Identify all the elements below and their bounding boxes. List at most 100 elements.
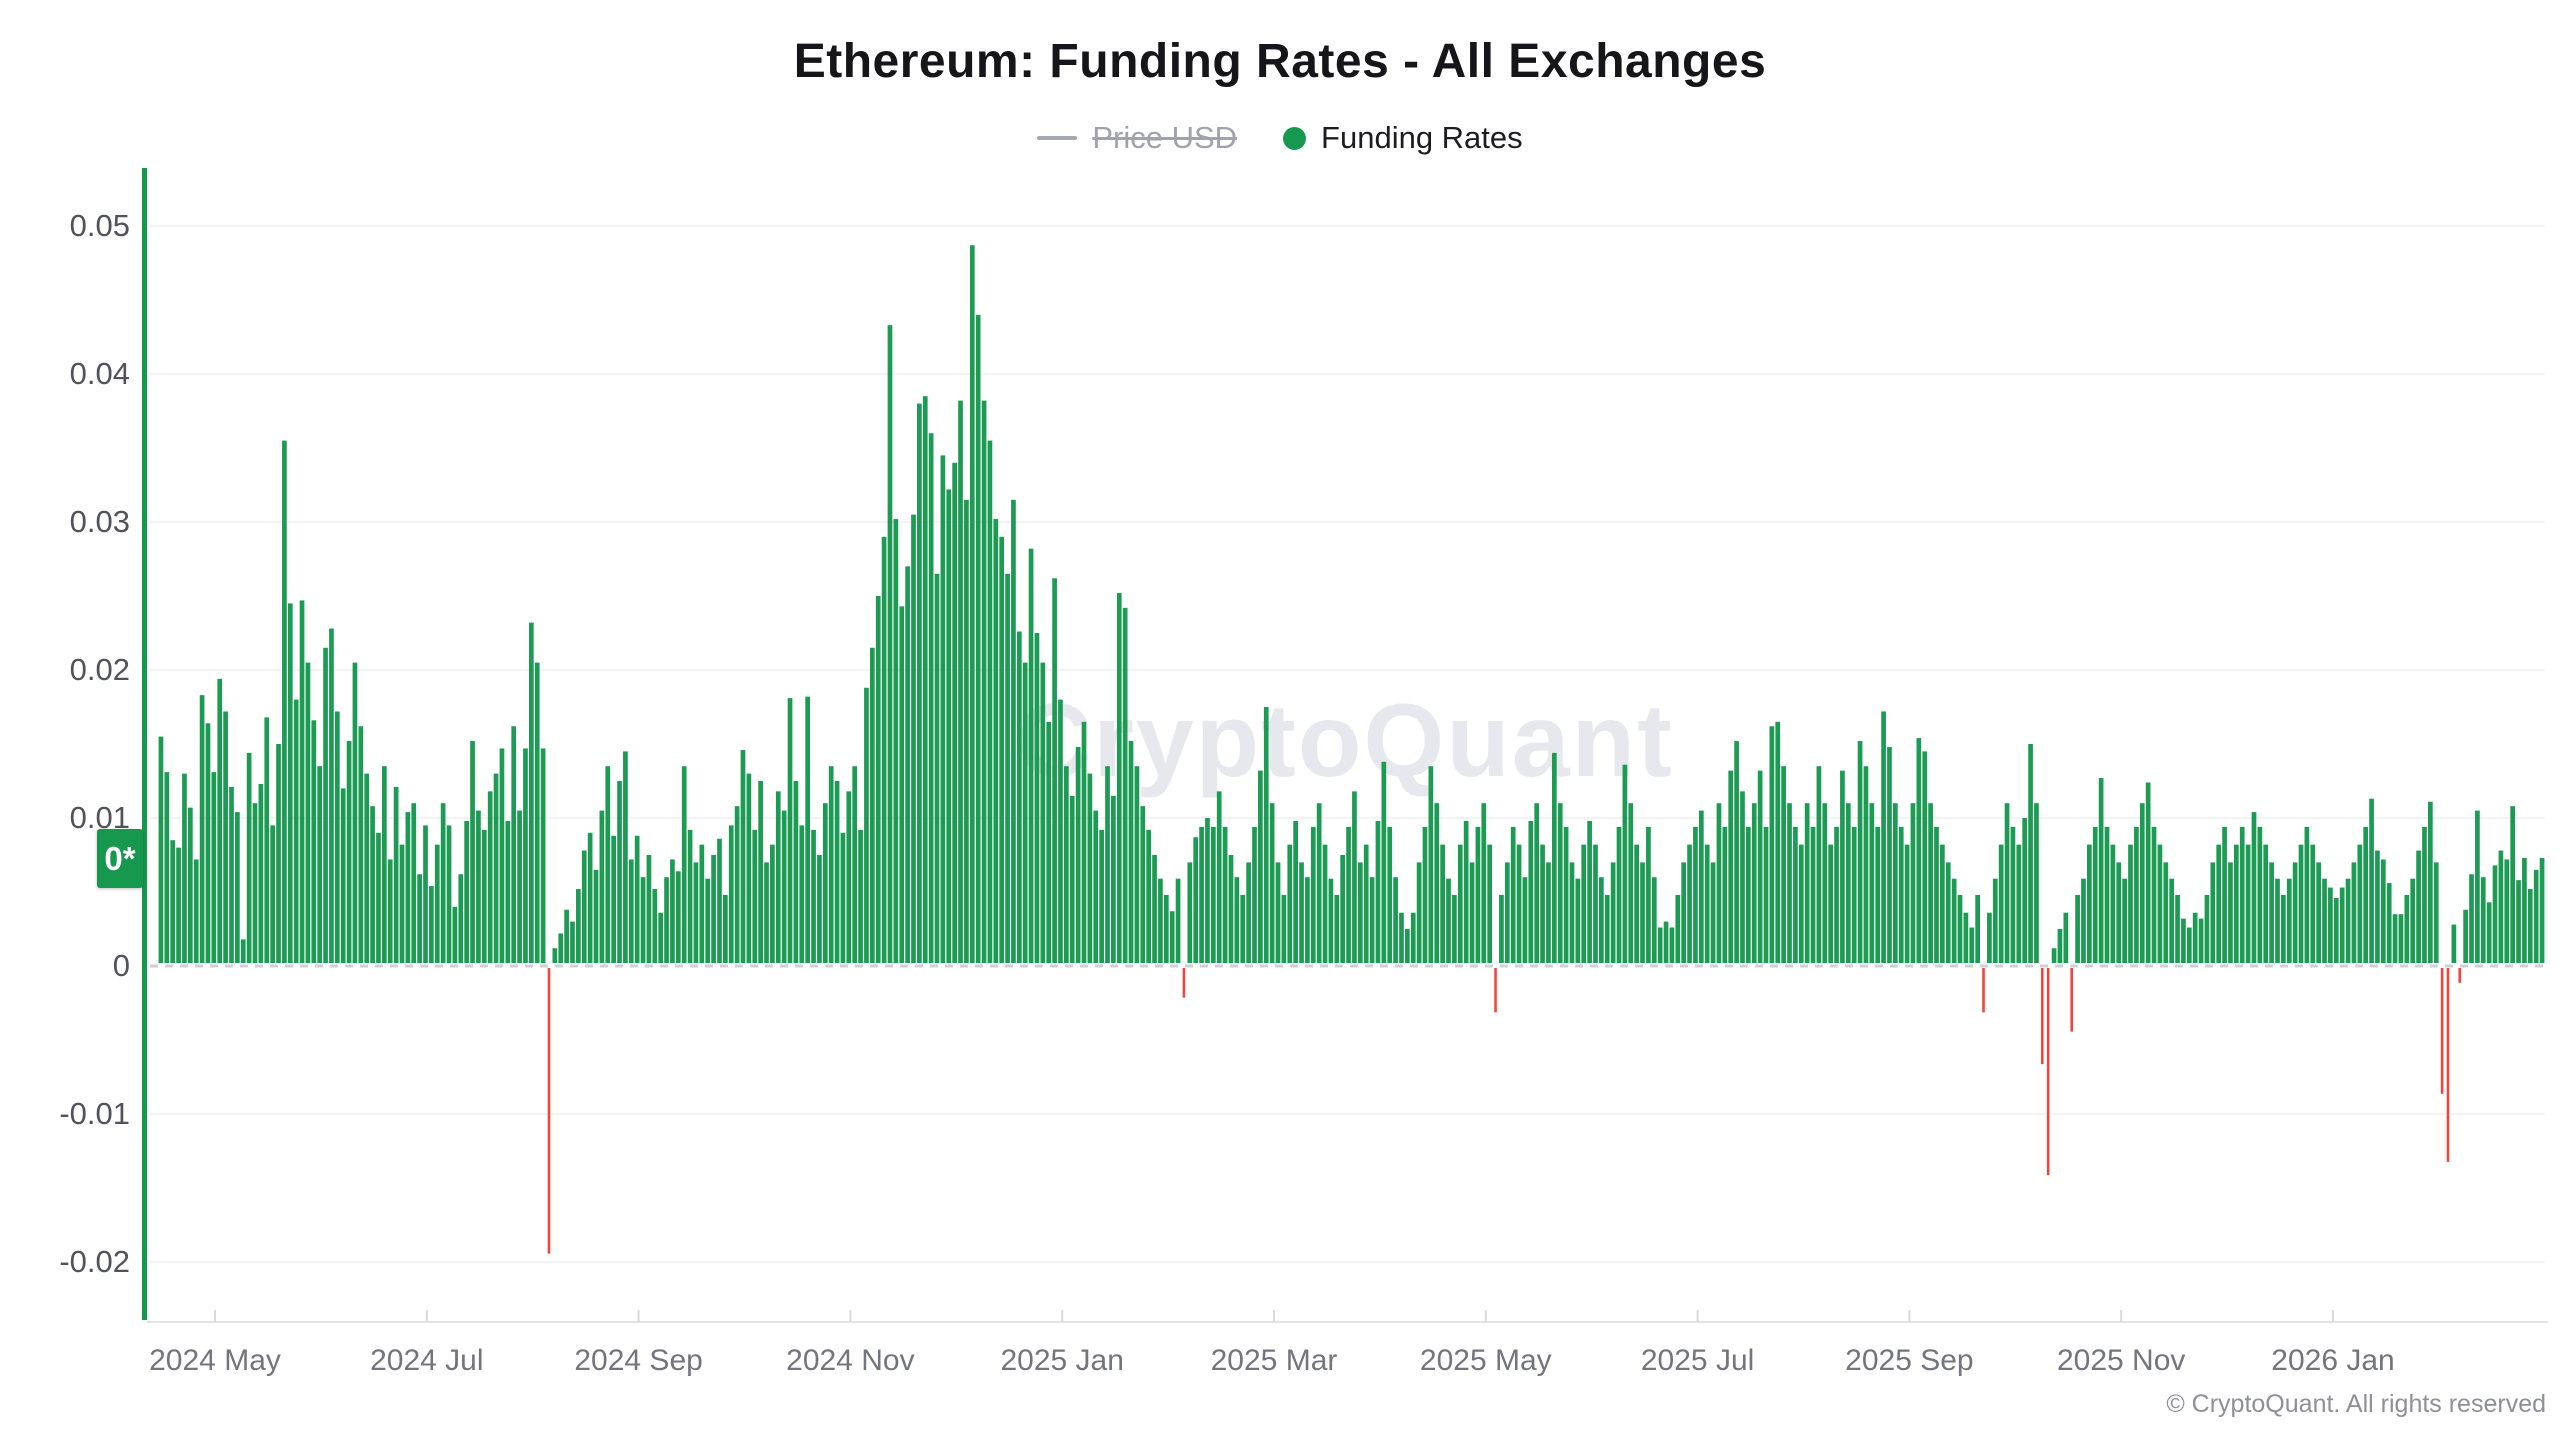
funding-rate-bar[interactable] — [311, 720, 317, 963]
funding-rate-bar[interactable] — [752, 829, 758, 963]
funding-rate-bar[interactable] — [1998, 844, 2004, 963]
funding-rate-bar[interactable] — [2422, 826, 2427, 963]
funding-rate-bar[interactable] — [246, 752, 252, 963]
funding-rate-bar[interactable] — [258, 783, 264, 963]
funding-rate-bar[interactable] — [634, 835, 640, 963]
funding-rate-bar[interactable] — [934, 573, 940, 963]
funding-rate-bar[interactable] — [1722, 826, 1728, 963]
funding-rate-bar[interactable] — [1951, 878, 1957, 963]
funding-rate-bar[interactable] — [1005, 573, 1010, 963]
funding-rate-bar[interactable] — [2186, 927, 2192, 963]
funding-rate-bar[interactable] — [2492, 865, 2498, 963]
funding-rate-bar[interactable] — [2475, 810, 2480, 963]
funding-rate-bar[interactable] — [1040, 662, 1046, 963]
funding-rate-bar[interactable] — [946, 489, 952, 963]
funding-rate-bar[interactable] — [293, 699, 299, 963]
funding-rate-bar[interactable] — [1869, 803, 1875, 963]
funding-rate-bar[interactable] — [1416, 862, 1422, 963]
funding-rate-bar[interactable] — [1822, 803, 1828, 963]
funding-rate-bar[interactable] — [1581, 844, 1587, 963]
funding-rate-bar[interactable] — [1716, 803, 1722, 963]
funding-rate-bar[interactable] — [1916, 738, 1922, 963]
funding-rate-bar[interactable] — [1740, 791, 1745, 963]
funding-rate-bar[interactable] — [1657, 927, 1663, 963]
funding-rate-bar[interactable] — [252, 803, 258, 963]
funding-rate-bar[interactable] — [1446, 878, 1451, 963]
funding-rate-bar[interactable] — [187, 807, 193, 963]
funding-rate-bar-negative[interactable] — [2046, 968, 2050, 1176]
funding-rate-bar[interactable] — [811, 829, 816, 963]
funding-rate-bar[interactable] — [2380, 859, 2386, 963]
funding-rate-bar[interactable] — [2386, 883, 2392, 963]
funding-rate-bar[interactable] — [2480, 877, 2486, 963]
funding-rate-bar[interactable] — [664, 877, 669, 963]
funding-rate-bar[interactable] — [211, 772, 217, 963]
funding-rate-bar[interactable] — [981, 400, 987, 963]
funding-rate-bar[interactable] — [599, 810, 605, 963]
funding-rate-bar[interactable] — [675, 871, 681, 963]
legend-item-funding-rates[interactable]: Funding Rates — [1283, 120, 1523, 156]
funding-rate-bar[interactable] — [2063, 912, 2069, 963]
funding-rate-bar[interactable] — [2098, 778, 2104, 963]
funding-rate-bar[interactable] — [581, 850, 587, 963]
funding-rate-bar[interactable] — [534, 662, 540, 963]
funding-rate-bar[interactable] — [1352, 791, 1357, 963]
funding-rate-bar[interactable] — [493, 773, 499, 963]
funding-rate-bar[interactable] — [793, 781, 799, 963]
funding-rate-bar[interactable] — [1528, 820, 1534, 963]
funding-rate-bar[interactable] — [1469, 862, 1475, 963]
funding-rate-bar[interactable] — [2286, 878, 2292, 963]
funding-rate-bar[interactable] — [699, 844, 705, 963]
funding-rate-bar[interactable] — [1604, 894, 1610, 963]
funding-rate-bar[interactable] — [1111, 795, 1116, 963]
funding-rate-bar[interactable] — [1099, 829, 1104, 963]
funding-rate-bar[interactable] — [1781, 766, 1786, 963]
funding-rate-bar[interactable] — [399, 844, 405, 963]
funding-rate-bar[interactable] — [840, 832, 846, 963]
funding-rate-bar[interactable] — [517, 810, 522, 963]
funding-rate-bar[interactable] — [611, 835, 616, 963]
funding-rate-bar[interactable] — [781, 810, 787, 963]
funding-rate-bar[interactable] — [1975, 894, 1980, 963]
funding-rate-bar[interactable] — [1992, 878, 1998, 963]
funding-rate-bar[interactable] — [276, 744, 281, 963]
funding-rate-bar[interactable] — [652, 889, 658, 963]
funding-rate-bar[interactable] — [346, 741, 352, 963]
funding-rate-bar[interactable] — [170, 840, 176, 963]
funding-rate-bar[interactable] — [2087, 844, 2092, 963]
funding-rate-bar[interactable] — [370, 806, 375, 963]
funding-rate-bar[interactable] — [1892, 803, 1898, 963]
funding-rate-bar[interactable] — [2122, 878, 2127, 963]
funding-rate-bar[interactable] — [2157, 844, 2163, 963]
funding-rate-bar[interactable] — [1022, 662, 1028, 963]
funding-rate-bar[interactable] — [1693, 826, 1698, 963]
funding-rate-bar[interactable] — [775, 791, 781, 963]
funding-rate-bar[interactable] — [2410, 878, 2416, 963]
funding-rate-bar[interactable] — [1881, 711, 1886, 963]
funding-rate-bar[interactable] — [2351, 862, 2357, 963]
funding-rate-bar[interactable] — [1011, 499, 1016, 963]
funding-rate-bar[interactable] — [993, 519, 999, 963]
funding-rate-bar[interactable] — [552, 948, 558, 963]
funding-rate-bar[interactable] — [2204, 894, 2210, 963]
funding-rate-bar[interactable] — [417, 874, 422, 963]
funding-rate-bar-negative[interactable] — [2440, 968, 2444, 1094]
funding-rate-bar[interactable] — [1828, 844, 1834, 963]
funding-rate-bar[interactable] — [2110, 844, 2116, 963]
funding-rate-bar[interactable] — [423, 825, 428, 963]
funding-rate-bar[interactable] — [911, 514, 916, 963]
funding-rate-bar[interactable] — [1816, 766, 1822, 963]
funding-rate-bar[interactable] — [1851, 826, 1857, 963]
funding-rate-bar[interactable] — [499, 748, 505, 963]
funding-rate-bar[interactable] — [2216, 844, 2222, 963]
funding-rate-bar-negative[interactable] — [2070, 968, 2074, 1032]
funding-rate-bar[interactable] — [881, 536, 887, 963]
funding-rate-bar[interactable] — [887, 325, 893, 963]
funding-rate-bar[interactable] — [864, 687, 869, 963]
funding-rate-bar[interactable] — [1651, 877, 1657, 963]
funding-rate-bar[interactable] — [2151, 826, 2157, 963]
funding-rate-bar[interactable] — [2004, 803, 2010, 963]
funding-rate-bar[interactable] — [805, 696, 811, 963]
funding-rate-bar[interactable] — [1393, 877, 1398, 963]
funding-rate-bar[interactable] — [1640, 862, 1645, 963]
